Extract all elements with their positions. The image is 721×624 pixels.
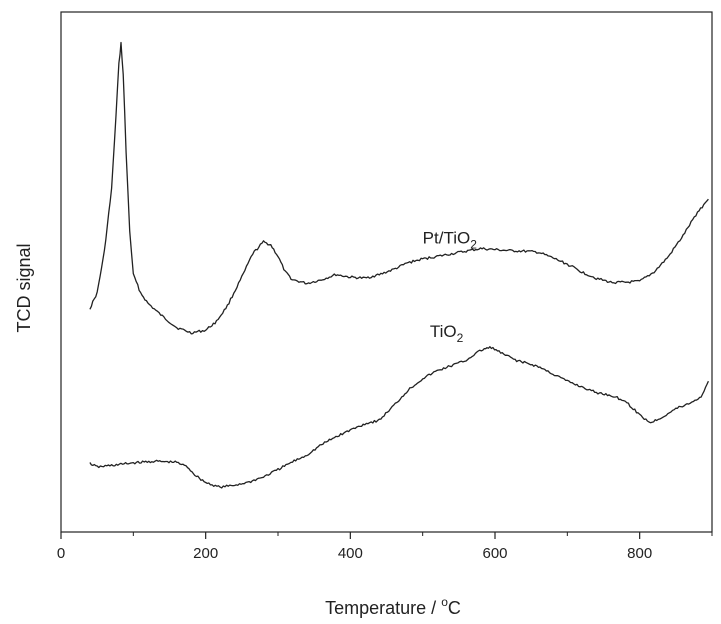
series-line	[89, 41, 709, 335]
series-line	[89, 346, 709, 489]
x-tick-label: 0	[57, 545, 65, 562]
x-axis-title: Temperature / oC	[325, 595, 461, 618]
series-label: TiO2	[430, 322, 464, 345]
x-tick-label: 400	[338, 545, 363, 562]
series-label: Pt/TiO2	[423, 228, 478, 251]
x-tick-label: 800	[627, 545, 652, 562]
series-layer	[89, 41, 709, 489]
plot-frame	[60, 11, 713, 533]
x-tick-label: 600	[482, 545, 507, 562]
y-axis-title: TCD signal	[14, 243, 34, 332]
x-axis-ticks: 0 200 400 600 800	[57, 532, 713, 562]
x-tick-label: 200	[193, 545, 218, 562]
series-labels: Pt/TiO2 TiO2	[423, 228, 478, 345]
